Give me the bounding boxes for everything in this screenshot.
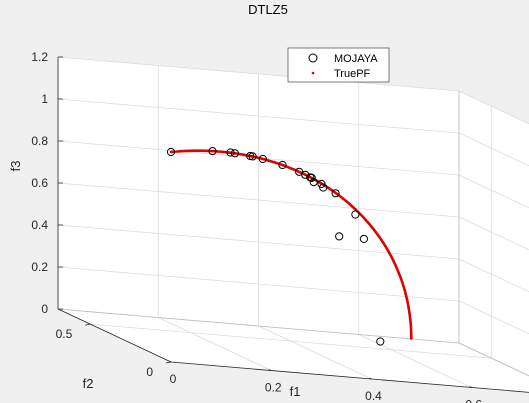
floor-xy xyxy=(58,309,529,393)
gridline-x xyxy=(258,325,372,380)
mojaya-point xyxy=(278,160,287,170)
x-tick-label: 0.6 xyxy=(465,398,482,403)
gridline-z xyxy=(458,90,529,125)
y-axis-line xyxy=(57,308,172,363)
z-tick-label: 1 xyxy=(41,92,48,106)
y-tick-mark xyxy=(85,323,91,326)
mojaya-point xyxy=(166,147,176,157)
z-tick-label: 0.6 xyxy=(31,176,48,190)
gridline-z xyxy=(458,132,529,167)
legend-label-mojaya: MOJAYA xyxy=(334,53,378,65)
mojaya-point xyxy=(309,178,318,187)
z-tick-label: 0.2 xyxy=(31,260,48,274)
z-tick-label: 0.4 xyxy=(31,218,48,232)
mojaya-point xyxy=(301,170,310,179)
legend-marker-truepf xyxy=(311,71,315,75)
box-edge xyxy=(458,342,529,377)
x-tick-label: 0 xyxy=(170,372,177,386)
mojaya-point xyxy=(226,148,235,157)
z-tick-label: 1.2 xyxy=(31,50,48,64)
plot-axes-3d: 00.20.40.60.800.500.20.40.60.811.2 xyxy=(31,50,529,403)
truepf-curve xyxy=(169,149,413,340)
mojaya-point xyxy=(258,154,267,164)
gridline-z xyxy=(458,258,529,293)
mojaya-point xyxy=(331,189,340,198)
mojaya-point xyxy=(319,183,328,192)
legend-box xyxy=(287,47,390,83)
legend: MOJAYA TruePF xyxy=(287,47,390,83)
mojaya-point xyxy=(335,232,344,241)
gridline-z xyxy=(458,300,529,335)
mojaya-point xyxy=(376,337,385,346)
mojaya-point xyxy=(248,152,257,161)
z-tick-label: 0.8 xyxy=(31,134,48,148)
y-tick-label: 0.5 xyxy=(56,327,73,341)
z-axis-label: f3 xyxy=(8,161,23,172)
box-edge xyxy=(57,308,460,344)
gridline-z xyxy=(458,174,529,209)
x-tick-mark xyxy=(469,386,472,388)
mojaya-point xyxy=(351,210,360,219)
legend-marker-mojaya xyxy=(308,53,318,63)
y-tick-mark xyxy=(165,361,172,364)
gridline-y xyxy=(90,323,492,359)
gridline-z xyxy=(458,216,529,251)
x-tick-mark xyxy=(269,369,272,371)
x-tick-label: 0.4 xyxy=(365,389,382,403)
mojaya-point xyxy=(359,234,368,243)
x-tick-label: 0.2 xyxy=(265,381,282,395)
z-tick-label: 0 xyxy=(41,302,48,316)
plot-data-layer xyxy=(166,147,413,346)
mojaya-point xyxy=(208,147,217,156)
y-axis-label: f2 xyxy=(83,376,94,391)
x-axis-label: f1 xyxy=(290,384,301,399)
y-tick-label: 0 xyxy=(146,365,153,379)
legend-label-truepf: TruePF xyxy=(334,68,371,80)
mojaya-point xyxy=(230,149,239,158)
gridline-x xyxy=(158,317,272,371)
chart-title: DTLZ5 xyxy=(248,2,288,17)
x-tick-mark xyxy=(369,377,372,380)
mojaya-point xyxy=(307,173,316,182)
